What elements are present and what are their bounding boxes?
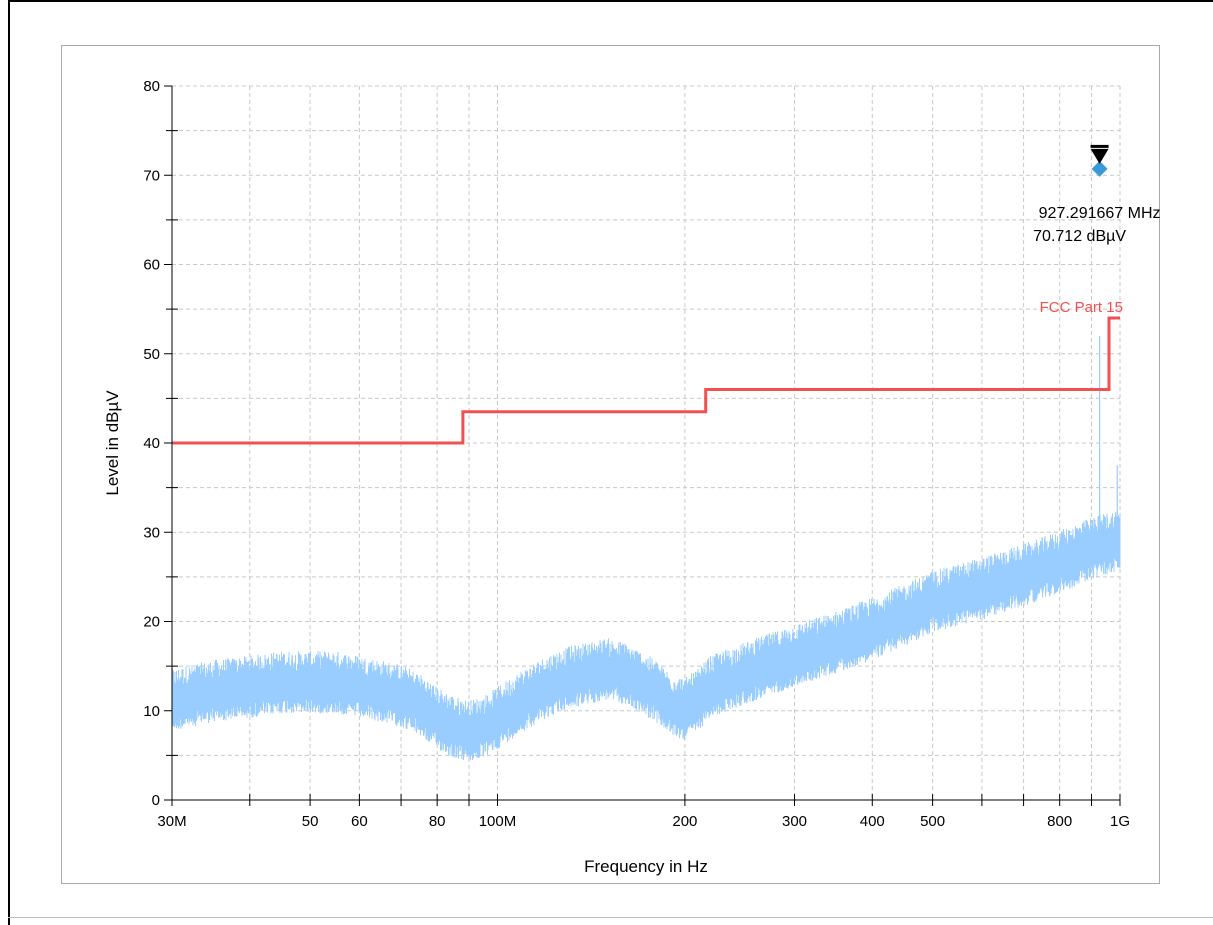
measurement-trace xyxy=(171,511,1121,761)
y-tick-label: 80 xyxy=(143,78,160,95)
y-axis-title: Level in dBµV xyxy=(103,390,122,496)
x-tick-label: 50 xyxy=(302,813,319,830)
marker-level-label: 70.712 dBµV xyxy=(1033,228,1126,245)
y-tick-label: 70 xyxy=(143,167,160,184)
y-tick-label: 50 xyxy=(143,346,160,363)
x-tick-label: 100M xyxy=(479,813,517,830)
window-frame xyxy=(8,0,1213,925)
y-tick-label: 0 xyxy=(152,792,160,809)
limit-line-label: FCC Part 15 xyxy=(1040,299,1123,316)
marker-triangle-icon xyxy=(1090,148,1109,164)
x-tick-label: 300 xyxy=(782,813,807,830)
chart-panel xyxy=(61,45,1160,884)
x-tick-label: 500 xyxy=(920,813,945,830)
limit-line-fcc-part-15 xyxy=(172,316,1120,445)
y-tick-label: 40 xyxy=(143,435,160,452)
x-tick-label: 1G xyxy=(1110,813,1130,830)
x-tick-label: 80 xyxy=(429,813,446,830)
x-tick-label: 60 xyxy=(351,813,368,830)
x-tick-label: 400 xyxy=(860,813,885,830)
marker-frequency-label: 927.291667 MHz xyxy=(1039,205,1161,222)
x-tick-label: 800 xyxy=(1047,813,1072,830)
x-tick-label: 200 xyxy=(672,813,697,830)
y-tick-label: 60 xyxy=(143,257,160,274)
window-bottom-border xyxy=(8,917,1213,918)
y-tick-label: 20 xyxy=(143,614,160,631)
x-tick-label: 30M xyxy=(157,813,186,830)
y-tick-label: 30 xyxy=(143,524,160,541)
measurement-point-diamond xyxy=(1091,160,1108,177)
y-tick-label: 10 xyxy=(143,703,160,720)
marker-triangle-bar xyxy=(1090,144,1109,148)
x-axis-title: Frequency in Hz xyxy=(584,857,708,876)
